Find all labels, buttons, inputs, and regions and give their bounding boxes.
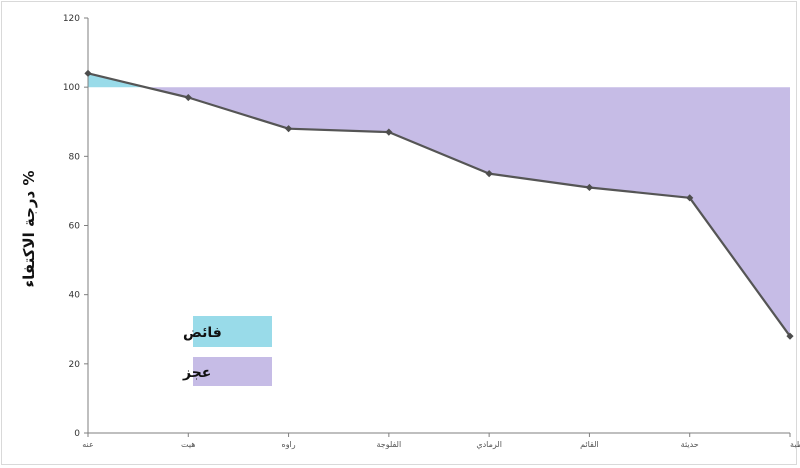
data-point <box>385 128 393 136</box>
data-point <box>485 170 493 178</box>
legend-label-deficit: عجز <box>182 365 211 381</box>
x-tick-label: حديثة <box>681 440 699 449</box>
chart-series <box>84 69 794 340</box>
data-point <box>786 332 794 340</box>
x-tick-label: هيت <box>181 440 196 449</box>
x-tick-label: عنه <box>82 440 93 449</box>
y-tick-label: 60 <box>69 222 81 232</box>
series-line <box>87 72 791 337</box>
y-axis-label: درجة الاكتفاء % <box>20 171 38 288</box>
x-tick-label: الرطبة <box>790 440 800 449</box>
y-tick-label: 80 <box>69 152 81 162</box>
y-tick-label: 100 <box>63 83 80 93</box>
x-tick-labels: عنه هيت راوه الفلوجة الرمادي القائم حديثة الرطب… <box>82 440 800 449</box>
x-tick-label: الرمادي <box>476 440 502 449</box>
data-point <box>585 183 594 192</box>
legend: فائض عجز <box>182 316 272 386</box>
y-tick-label: 0 <box>74 429 80 439</box>
legend-label-surplus: فائض <box>183 325 222 341</box>
data-point <box>184 93 192 102</box>
y-tick-label: 40 <box>69 291 81 301</box>
chart-axes <box>84 17 791 437</box>
x-tick-label: الفلوجة <box>376 440 401 449</box>
data-point <box>686 194 694 202</box>
data-point <box>284 125 293 133</box>
legend-swatch-deficit <box>193 357 272 386</box>
x-tick-label: القائم <box>580 440 599 449</box>
x-tick-label: راوه <box>282 440 296 449</box>
y-tick-label: 20 <box>69 360 81 370</box>
legend-swatch-surplus <box>193 316 272 347</box>
y-tick-label: 120 <box>63 14 80 24</box>
chart-areas <box>88 73 791 337</box>
data-point <box>84 69 92 77</box>
deficit-area <box>145 87 791 337</box>
y-tick-labels: 0 20 40 60 80 100 120 <box>63 14 80 439</box>
